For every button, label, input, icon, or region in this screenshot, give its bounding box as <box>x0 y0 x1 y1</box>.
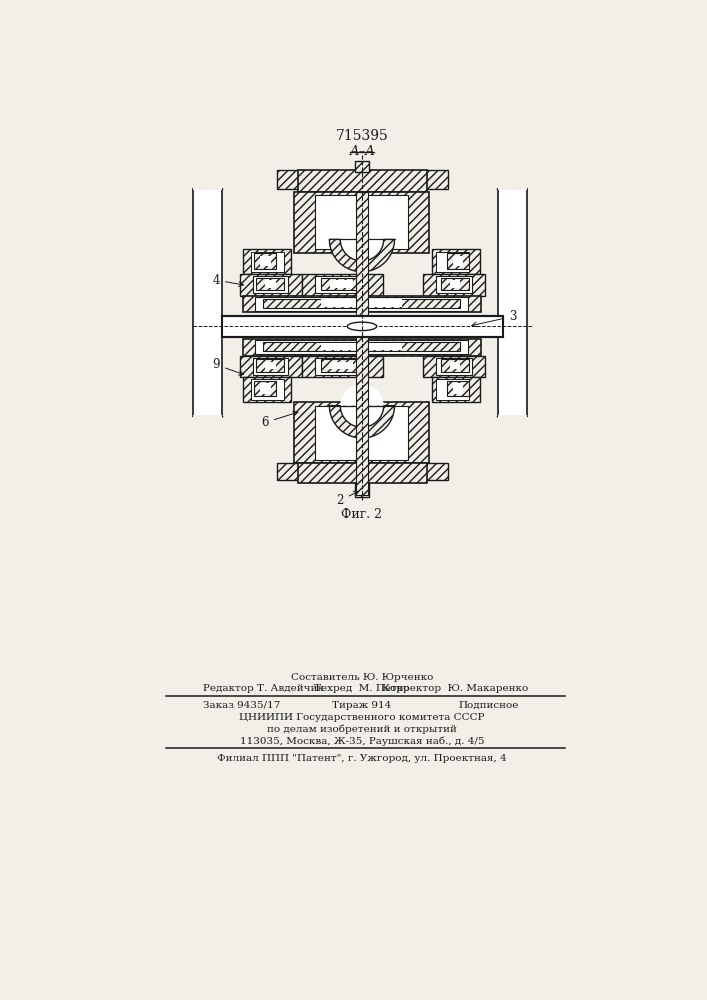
Bar <box>252 358 288 375</box>
Bar <box>276 170 298 189</box>
Polygon shape <box>329 239 395 272</box>
Bar <box>223 316 503 337</box>
Bar <box>243 249 291 274</box>
Text: Тираж 914: Тираж 914 <box>332 701 392 710</box>
Bar <box>498 189 527 416</box>
Bar <box>423 274 485 296</box>
Bar <box>321 278 363 290</box>
Bar <box>293 192 429 253</box>
Bar <box>432 249 480 274</box>
Wedge shape <box>340 239 384 261</box>
Text: Фиг. 2: Фиг. 2 <box>341 508 382 521</box>
Text: Филиал ППП "Патент", г. Ужгород, ул. Проектная, 4: Филиал ППП "Патент", г. Ужгород, ул. Про… <box>217 754 507 763</box>
Bar <box>243 296 481 312</box>
Text: Подписное: Подписное <box>458 701 518 710</box>
Bar <box>321 299 402 307</box>
Text: 3: 3 <box>472 310 517 327</box>
Bar <box>330 362 354 369</box>
Bar <box>452 256 464 266</box>
Bar <box>259 256 271 266</box>
Bar <box>240 274 301 296</box>
Bar <box>265 280 276 288</box>
Text: 113035, Москва, Ж-35, Раушская наб., д. 4/5: 113035, Москва, Ж-35, Раушская наб., д. … <box>240 736 484 746</box>
Bar <box>321 343 402 350</box>
Bar <box>321 359 363 372</box>
Bar <box>498 415 527 426</box>
Text: Редактор Т. Авдейчик: Редактор Т. Авдейчик <box>203 684 324 693</box>
Polygon shape <box>329 406 395 438</box>
Text: ЦНИИПИ Государственного комитета СССР: ЦНИИПИ Государственного комитета СССР <box>239 713 485 722</box>
Bar <box>315 276 368 293</box>
Bar <box>436 252 469 272</box>
Bar <box>255 340 468 354</box>
Bar <box>255 253 276 269</box>
Bar <box>255 381 276 396</box>
Bar <box>193 178 223 190</box>
Bar <box>448 253 469 269</box>
Text: 2: 2 <box>337 491 358 507</box>
Wedge shape <box>340 384 384 406</box>
Text: по делам изобретений и открытий: по делам изобретений и открытий <box>267 724 457 734</box>
Bar <box>426 170 448 189</box>
Text: 4: 4 <box>213 274 243 287</box>
Bar <box>315 195 408 249</box>
Bar <box>315 406 408 460</box>
Bar <box>436 358 472 375</box>
Bar <box>255 297 468 311</box>
Text: A–A: A–A <box>349 145 375 158</box>
Bar <box>251 379 284 400</box>
Bar <box>450 362 460 369</box>
Bar <box>301 356 383 377</box>
Bar <box>301 274 383 296</box>
Bar <box>356 192 368 495</box>
Bar <box>251 252 284 272</box>
Bar <box>263 299 460 308</box>
Bar <box>452 383 464 394</box>
Bar <box>498 178 527 190</box>
Bar <box>193 415 223 426</box>
Text: Корректор  Ю. Макаренко: Корректор Ю. Макаренко <box>382 684 529 693</box>
Bar <box>426 463 448 480</box>
Bar <box>243 339 481 356</box>
Bar <box>265 362 276 369</box>
Text: 715395: 715395 <box>336 129 388 143</box>
Bar <box>355 161 369 172</box>
Text: Составитель Ю. Юрченко: Составитель Ю. Юрченко <box>291 673 433 682</box>
Bar <box>441 278 469 290</box>
Bar <box>256 278 284 290</box>
Bar <box>259 383 271 394</box>
Bar <box>298 463 427 483</box>
Bar <box>436 379 469 400</box>
Bar <box>263 342 460 351</box>
Bar <box>432 377 480 402</box>
Bar <box>252 276 288 293</box>
Text: 6: 6 <box>262 411 298 429</box>
Bar <box>298 170 427 192</box>
Bar <box>293 402 429 463</box>
Bar <box>448 381 469 396</box>
Bar <box>240 356 301 377</box>
Bar <box>256 359 284 372</box>
Bar <box>276 463 298 480</box>
Bar <box>193 189 223 416</box>
Bar <box>441 359 469 372</box>
Bar <box>315 358 368 375</box>
Text: Техред  М. Петко: Техред М. Петко <box>314 684 409 693</box>
Text: Заказ 9435/17: Заказ 9435/17 <box>203 701 281 710</box>
Bar <box>423 356 485 377</box>
Text: 9: 9 <box>213 358 244 375</box>
Bar <box>436 276 472 293</box>
Bar <box>243 377 291 402</box>
Bar <box>355 483 369 497</box>
Ellipse shape <box>347 322 377 331</box>
Bar <box>330 280 354 288</box>
Bar <box>450 280 460 288</box>
